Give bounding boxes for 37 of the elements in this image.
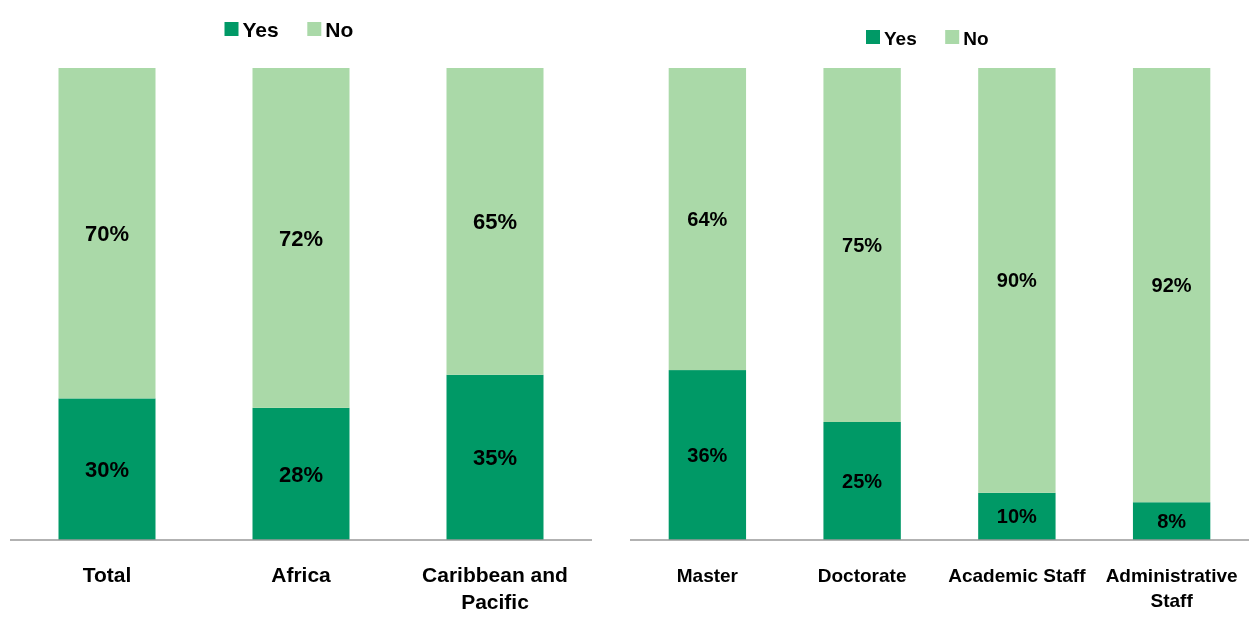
- bar: [58, 68, 156, 399]
- bar: [446, 68, 544, 375]
- x-tick-label: Master: [676, 565, 739, 586]
- data-label: 92%: [1151, 274, 1192, 297]
- bar: [668, 68, 747, 371]
- bar: [668, 370, 747, 540]
- data-label: 75%: [842, 234, 883, 256]
- bar: [823, 68, 901, 422]
- data-label: 10%: [996, 505, 1038, 528]
- bar: [252, 68, 350, 408]
- legend-label: No: [325, 18, 354, 42]
- x-tick-label: Caribbean and Pacific: [422, 563, 568, 614]
- bar: [978, 68, 1056, 493]
- bar: [58, 398, 156, 540]
- bar: [252, 407, 350, 540]
- data-label: 35%: [472, 445, 518, 471]
- bar: [446, 374, 544, 540]
- x-tick-label: Academic Staff: [948, 565, 1087, 586]
- data-label: 25%: [842, 470, 883, 492]
- x-tick-label: Africa: [271, 563, 332, 586]
- x-tick-label: Total: [82, 563, 132, 586]
- x-tick-label: Administrative Staff: [1105, 565, 1238, 611]
- data-label: 90%: [996, 269, 1038, 292]
- data-label: 36%: [687, 444, 728, 467]
- bar: [1132, 68, 1211, 503]
- legend-label: Yes: [242, 18, 279, 42]
- bar: [823, 422, 901, 540]
- data-label: 64%: [687, 208, 728, 231]
- legend-label: Yes: [884, 27, 917, 49]
- data-label: 65%: [472, 209, 518, 235]
- x-tick-label: Doctorate: [817, 565, 907, 586]
- data-label: 70%: [84, 220, 130, 246]
- data-label: 8%: [1157, 510, 1187, 533]
- data-label: 30%: [84, 456, 130, 482]
- data-label: 72%: [278, 225, 324, 251]
- data-label: 28%: [278, 461, 324, 487]
- legend-label: No: [963, 27, 989, 49]
